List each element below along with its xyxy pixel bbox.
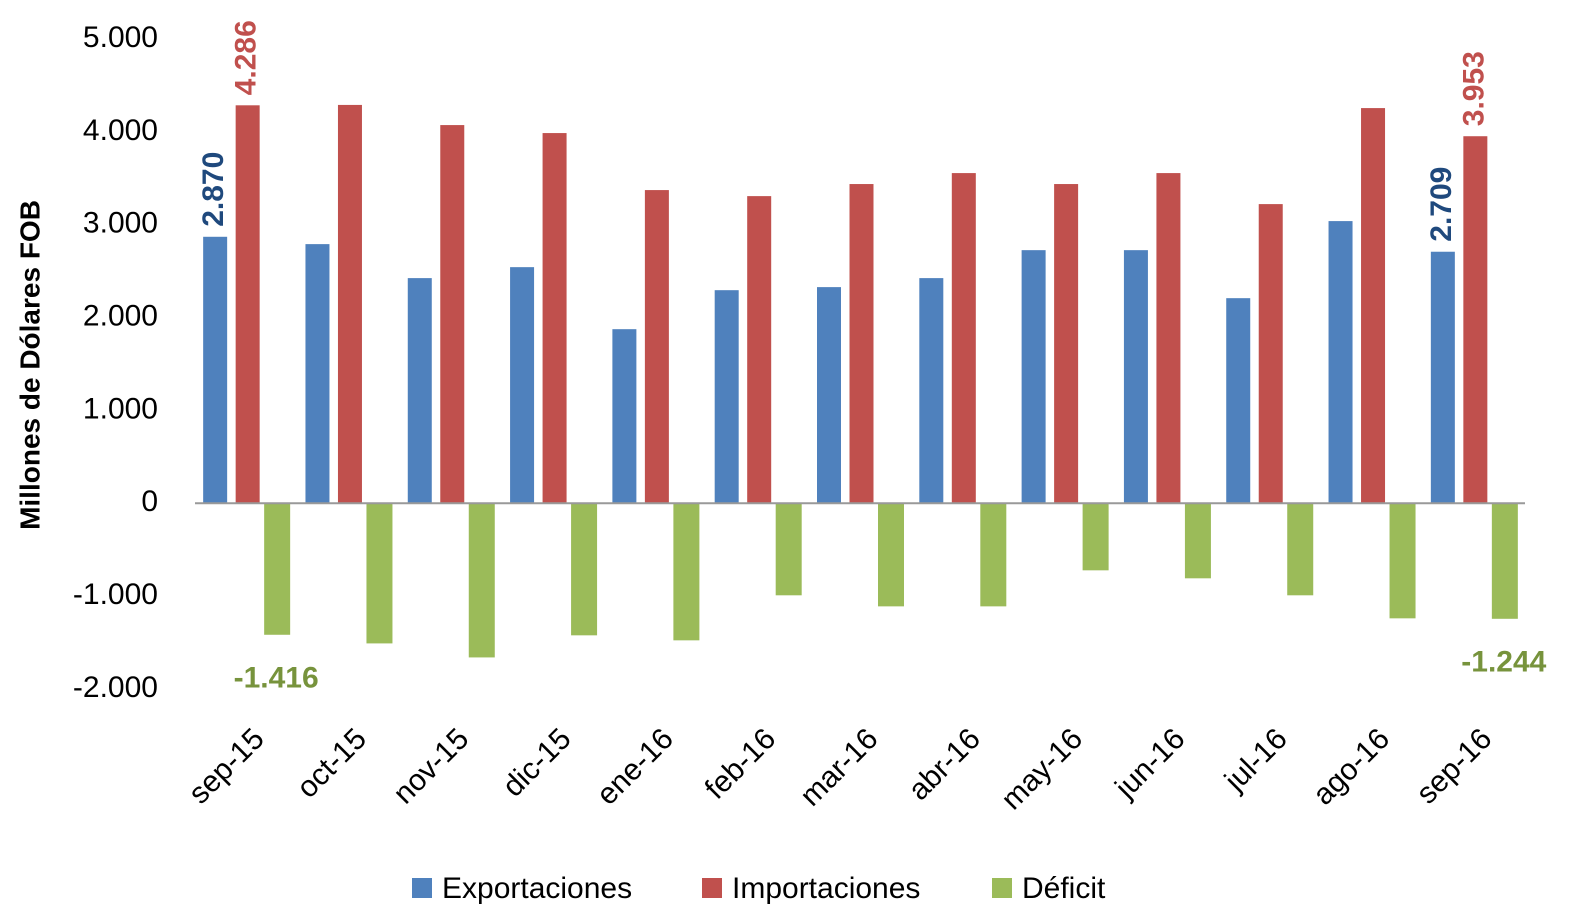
x-tick-label: mar-16 bbox=[794, 722, 885, 813]
y-tick-label: 3.000 bbox=[83, 207, 158, 240]
legend-label: Importaciones bbox=[732, 872, 920, 905]
x-tick-label: sep-15 bbox=[183, 722, 271, 810]
bar bbox=[542, 133, 567, 504]
bar bbox=[264, 503, 291, 635]
bar bbox=[1156, 173, 1181, 504]
bar bbox=[1054, 184, 1079, 504]
bar bbox=[1258, 204, 1283, 504]
x-tick-label: oct-15 bbox=[291, 722, 373, 804]
bar bbox=[673, 503, 700, 641]
y-axis-title: Millones de Dólares FOB bbox=[14, 200, 45, 530]
bar bbox=[366, 503, 393, 644]
legend-label: Exportaciones bbox=[442, 872, 632, 905]
y-tick-label: 0 bbox=[141, 485, 158, 518]
value-label: -1.416 bbox=[234, 662, 319, 695]
value-label: 3.953 bbox=[1457, 51, 1490, 126]
bar bbox=[775, 503, 802, 596]
x-tick-label: dic-15 bbox=[497, 722, 578, 803]
bar bbox=[571, 503, 598, 636]
bar bbox=[440, 125, 465, 504]
bar bbox=[644, 190, 669, 504]
bar bbox=[714, 290, 739, 504]
legend-swatch bbox=[702, 878, 722, 898]
legend-swatch bbox=[412, 878, 432, 898]
legend-label: Déficit bbox=[1022, 872, 1106, 905]
bar bbox=[612, 329, 637, 504]
y-tick-label: -2.000 bbox=[73, 671, 158, 704]
bar bbox=[747, 196, 772, 504]
x-tick-label: abr-16 bbox=[902, 722, 987, 807]
value-label: 2.709 bbox=[1425, 167, 1458, 242]
x-tick-label: jul-16 bbox=[1218, 722, 1294, 798]
bar bbox=[1491, 503, 1518, 619]
bar bbox=[235, 105, 260, 504]
x-tick-label: ene-16 bbox=[591, 722, 680, 811]
legend-swatch bbox=[992, 878, 1012, 898]
bar bbox=[849, 184, 874, 504]
bar bbox=[1361, 108, 1386, 504]
y-tick-label: 2.000 bbox=[83, 299, 158, 332]
bar bbox=[1123, 250, 1148, 504]
bar bbox=[1389, 503, 1416, 619]
bar bbox=[980, 503, 1007, 607]
bar bbox=[407, 278, 432, 504]
bar bbox=[1226, 298, 1251, 504]
x-tick-label: ago-16 bbox=[1307, 722, 1396, 811]
bar bbox=[337, 104, 362, 504]
bar bbox=[203, 236, 228, 504]
value-label: 2.870 bbox=[197, 152, 230, 227]
bar bbox=[1328, 221, 1353, 504]
bar bbox=[468, 503, 495, 658]
x-tick-label: nov-15 bbox=[387, 722, 475, 810]
x-tick-label: feb-16 bbox=[699, 722, 782, 805]
x-tick-label: jun-16 bbox=[1108, 722, 1191, 805]
x-tick-label: may-16 bbox=[995, 722, 1089, 816]
y-tick-label: -1.000 bbox=[73, 578, 158, 611]
y-tick-label: 5.000 bbox=[83, 21, 158, 54]
bar bbox=[1184, 503, 1211, 579]
bar bbox=[878, 503, 904, 607]
bar bbox=[510, 267, 535, 504]
value-label: -1.244 bbox=[1461, 646, 1546, 679]
bar bbox=[305, 244, 330, 504]
bar bbox=[817, 287, 841, 504]
bar bbox=[919, 278, 944, 504]
x-tick-label: sep-16 bbox=[1410, 722, 1498, 810]
bar bbox=[1463, 136, 1488, 504]
value-label: 4.286 bbox=[230, 20, 263, 95]
bar bbox=[1430, 251, 1455, 504]
y-tick-label: 1.000 bbox=[83, 392, 158, 425]
y-tick-label: 4.000 bbox=[83, 114, 158, 147]
bar bbox=[951, 173, 976, 504]
bar bbox=[1082, 503, 1109, 571]
bar bbox=[1287, 503, 1314, 596]
bar bbox=[1021, 250, 1046, 504]
